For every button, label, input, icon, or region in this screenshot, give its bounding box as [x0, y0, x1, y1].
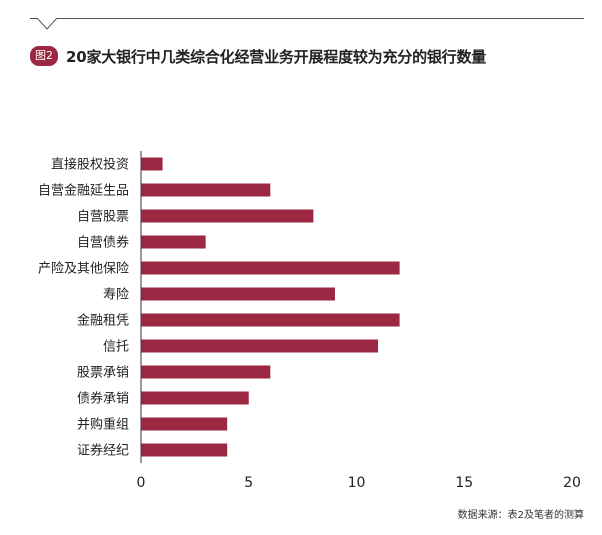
- x-tick-label: 15: [455, 475, 473, 491]
- top-rule-right: [56, 18, 584, 19]
- category-label: 金融租凭: [77, 313, 129, 329]
- category-label: 信托: [103, 340, 129, 355]
- bar: [141, 287, 335, 301]
- bar: [141, 235, 206, 249]
- top-rule-left: [30, 18, 38, 19]
- category-label: 自营债券: [77, 235, 129, 251]
- figure-header: 图2 20家大银行中几类综合化经营业务开展程度较为充分的银行数量: [30, 44, 486, 68]
- bar: [141, 391, 249, 405]
- data-source: 数据来源：表2及笔者的测算: [457, 510, 584, 521]
- figure-badge: 图2: [30, 46, 58, 66]
- bar: [141, 261, 400, 275]
- bar: [141, 417, 228, 431]
- bar: [141, 209, 314, 223]
- bar: [141, 339, 379, 353]
- bar: [141, 443, 228, 457]
- bar: [141, 183, 271, 197]
- bar: [141, 313, 400, 327]
- category-label: 并购重组: [77, 417, 129, 433]
- x-tick-label: 0: [137, 475, 146, 491]
- bar: [141, 157, 163, 171]
- category-label: 股票承销: [77, 366, 129, 381]
- category-label: 直接股权投资: [51, 157, 129, 173]
- category-label: 债券承销: [77, 391, 129, 407]
- category-label: 自营金融延生品: [38, 183, 129, 199]
- caret-icon: [36, 18, 58, 30]
- category-label: 自营股票: [77, 210, 129, 225]
- x-tick-label: 5: [244, 475, 253, 491]
- x-tick-label: 10: [348, 475, 366, 491]
- category-label: 证券经纪: [77, 443, 129, 459]
- chart-title: 20家大银行中几类综合化经营业务开展程度较为充分的银行数量: [66, 47, 487, 66]
- bar: [141, 365, 271, 379]
- category-label: 产险及其他保险: [38, 262, 129, 277]
- category-label: 寿险: [103, 288, 129, 303]
- x-tick-label: 20: [563, 475, 581, 491]
